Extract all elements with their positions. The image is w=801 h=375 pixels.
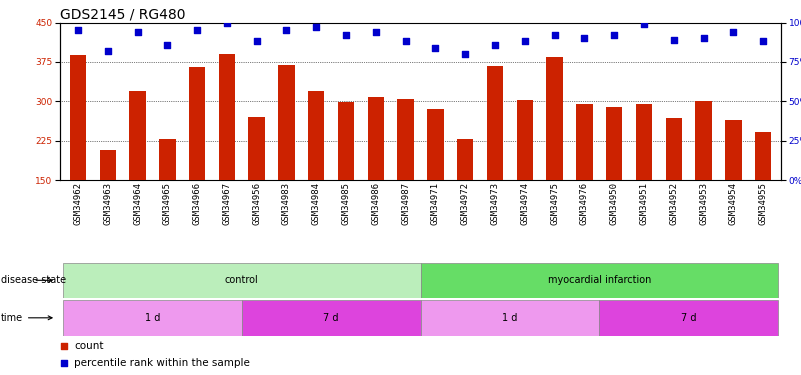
Bar [63,300,242,336]
Bar [576,104,593,180]
Bar [546,57,563,180]
Point [638,21,650,27]
Text: control: control [225,275,259,285]
Bar [129,91,146,180]
Text: 1 d: 1 d [502,313,517,323]
Text: GSM34955: GSM34955 [759,182,767,225]
Bar [755,132,771,180]
Point [290,121,303,127]
Text: 1 d: 1 d [145,313,160,323]
Bar [636,104,652,180]
Bar [70,55,87,180]
Point [459,51,472,57]
Bar [338,102,354,180]
Point [250,38,263,44]
Text: GSM34986: GSM34986 [372,182,380,225]
Text: GSM34967: GSM34967 [223,182,231,225]
Text: GDS2145 / RG480: GDS2145 / RG480 [60,8,186,21]
Text: percentile rank within the sample: percentile rank within the sample [74,358,250,368]
Text: GSM34984: GSM34984 [312,182,320,225]
Bar [487,66,503,180]
Text: GSM34964: GSM34964 [133,182,142,225]
Text: GSM34972: GSM34972 [461,182,469,225]
Text: time: time [1,313,52,323]
Text: 7 d: 7 d [324,313,339,323]
Point [757,38,770,44]
Bar [63,262,421,298]
Text: GSM34963: GSM34963 [103,182,112,225]
Bar [606,106,622,180]
Text: GSM34974: GSM34974 [521,182,529,225]
Point [71,27,84,33]
Point [578,35,591,41]
Point [727,29,739,35]
Text: GSM34965: GSM34965 [163,182,172,225]
Text: GSM34975: GSM34975 [550,182,559,225]
Point [280,27,293,33]
Text: myocardial infarction: myocardial infarction [548,275,651,285]
Text: GSM34985: GSM34985 [341,182,351,225]
Point [697,35,710,41]
Text: count: count [74,341,103,351]
Bar [99,150,116,180]
Text: GSM34971: GSM34971 [431,182,440,225]
Point [429,45,442,51]
Bar [666,118,682,180]
Text: GSM34987: GSM34987 [401,182,410,225]
Point [399,38,412,44]
Point [548,32,561,38]
Text: GSM34983: GSM34983 [282,182,291,225]
Bar [421,262,778,298]
Bar [517,100,533,180]
Text: GSM34954: GSM34954 [729,182,738,225]
Point [340,32,352,38]
Bar [427,109,444,180]
Point [131,29,144,35]
Point [369,29,382,35]
Bar [242,300,421,336]
Text: GSM34962: GSM34962 [74,182,83,225]
Point [191,27,203,33]
Point [220,20,233,26]
Text: GSM34953: GSM34953 [699,182,708,225]
Text: GSM34976: GSM34976 [580,182,589,225]
Point [489,42,501,48]
Bar [278,64,295,180]
Text: GSM34951: GSM34951 [639,182,649,225]
Bar [397,99,414,180]
Bar [599,300,778,336]
Point [102,48,115,54]
Bar [159,139,175,180]
Bar [368,97,384,180]
Text: 7 d: 7 d [681,313,696,323]
Text: GSM34956: GSM34956 [252,182,261,225]
Bar [725,120,742,180]
Point [518,38,531,44]
Bar [695,101,712,180]
Text: GSM34950: GSM34950 [610,182,618,225]
Point [310,24,323,30]
Text: disease state: disease state [1,275,66,285]
Bar [457,139,473,180]
Text: GSM34973: GSM34973 [490,182,500,225]
Bar [421,300,599,336]
Bar [308,91,324,180]
Text: GSM34966: GSM34966 [192,182,202,225]
Point [161,42,174,48]
Point [290,274,303,280]
Bar [189,67,205,180]
Bar [248,117,265,180]
Bar [219,54,235,180]
Point [608,32,621,38]
Text: GSM34952: GSM34952 [669,182,678,225]
Point [667,37,680,43]
